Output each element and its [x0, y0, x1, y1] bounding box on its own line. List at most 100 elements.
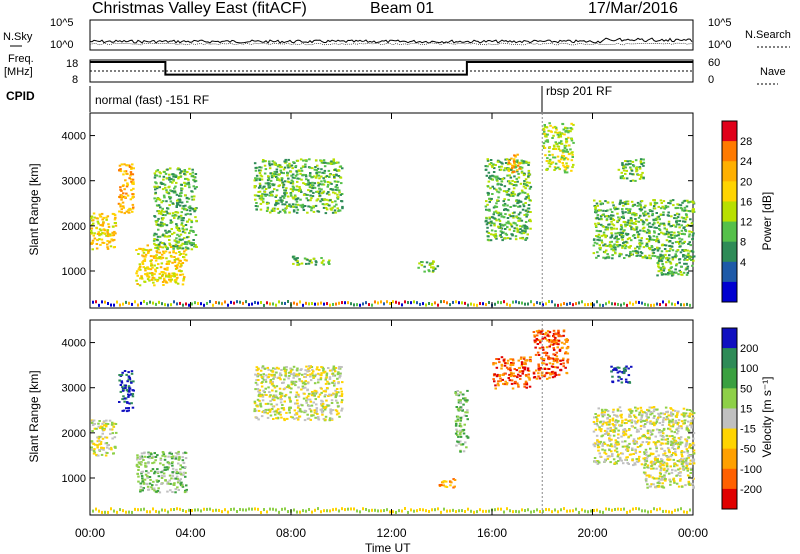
echo-cell — [122, 206, 125, 209]
echo-cell — [330, 162, 333, 165]
echo-cell — [317, 302, 319, 306]
echo-cell — [141, 480, 144, 483]
echo-cell — [593, 303, 595, 307]
echo-cell — [678, 242, 681, 245]
echo-cell — [335, 169, 339, 172]
echo-cell — [325, 387, 329, 389]
echo-cell — [523, 227, 527, 230]
echo-cell — [523, 368, 526, 371]
echo-cell — [101, 300, 103, 304]
echo-cell — [614, 235, 618, 238]
echo-cell — [138, 458, 142, 461]
echo-cell — [566, 150, 570, 153]
echo-cell — [674, 268, 677, 271]
echo-cell — [510, 233, 513, 236]
echo-cell — [516, 153, 519, 156]
echo-cell — [162, 217, 165, 220]
echo-cell — [509, 375, 513, 378]
echo-cell — [126, 194, 130, 197]
echo-cell — [124, 179, 127, 182]
echo-cell — [649, 420, 652, 423]
echo-cell — [283, 193, 287, 196]
echo-cell — [628, 415, 631, 418]
echo-cell — [494, 230, 497, 233]
echo-cell — [176, 265, 179, 268]
echo-cell — [511, 234, 514, 237]
echo-cell — [646, 421, 649, 424]
echo-cell — [123, 212, 126, 215]
echo-cell — [317, 416, 320, 419]
echo-cell — [466, 411, 469, 414]
echo-cell — [154, 259, 158, 262]
echo-cell — [640, 176, 643, 178]
echo-cell — [264, 387, 267, 390]
echo-cell — [513, 368, 516, 370]
echo-cell — [290, 387, 293, 390]
echo-cell — [488, 163, 491, 166]
echo-cell — [606, 416, 609, 419]
echo-cell — [692, 458, 696, 461]
echo-cell — [612, 224, 616, 227]
echo-cell — [413, 300, 415, 304]
echo-cell — [319, 376, 323, 379]
echo-cell — [285, 160, 288, 163]
echo-cell — [544, 154, 547, 157]
echo-cell — [662, 211, 665, 214]
echo-cell — [147, 452, 150, 455]
echo-cell — [156, 489, 160, 492]
echo-cell — [276, 165, 280, 168]
echo-cell — [556, 346, 559, 349]
echo-cell — [603, 243, 607, 246]
echo-cell — [562, 158, 566, 161]
echo-cell — [664, 244, 668, 247]
echo-cell — [670, 411, 673, 414]
echo-cell — [179, 273, 182, 276]
echo-cell — [653, 203, 657, 206]
echo-cell — [337, 169, 340, 172]
echo-cell — [294, 203, 298, 206]
echo-cell — [289, 400, 292, 403]
echo-cell — [267, 368, 270, 371]
echo-cell — [549, 162, 552, 165]
echo-cell — [668, 240, 672, 242]
echo-cell — [495, 178, 498, 181]
echo-cell — [179, 482, 182, 485]
echo-cell — [691, 237, 694, 240]
echo-cell — [160, 271, 163, 273]
echo-cell — [514, 235, 518, 238]
echo-cell — [610, 248, 613, 251]
echo-cell — [166, 231, 170, 234]
echo-cell — [331, 206, 334, 209]
echo-cell — [595, 226, 598, 228]
echo-cell — [488, 222, 491, 225]
echo-cell — [671, 435, 674, 437]
echo-cell — [321, 203, 325, 206]
echo-cell — [629, 180, 633, 182]
echo-cell — [153, 264, 156, 267]
echo-cell — [566, 158, 570, 161]
echo-cell — [667, 427, 670, 430]
echo-cell — [618, 217, 622, 220]
echo-cell — [503, 185, 507, 188]
echo-cell — [287, 384, 290, 387]
echo-cell — [291, 173, 295, 176]
echo-cell — [119, 390, 123, 393]
echo-cell — [130, 167, 133, 170]
echo-cell — [688, 201, 691, 204]
echo-cell — [660, 202, 663, 204]
echo-cell — [609, 427, 612, 430]
echo-cell — [113, 238, 116, 241]
echo-cell — [460, 393, 463, 396]
echo-cell — [682, 271, 686, 274]
echo-cell — [511, 179, 514, 182]
echo-cell — [281, 203, 284, 206]
echo-cell — [179, 195, 183, 198]
echo-cell — [635, 458, 638, 461]
echo-cell — [335, 399, 338, 402]
echo-cell — [102, 216, 105, 219]
echo-cell — [458, 409, 461, 412]
echo-cell — [625, 448, 628, 451]
echo-cell — [647, 454, 650, 457]
echo-cell — [193, 180, 197, 183]
echo-cell — [683, 457, 686, 460]
